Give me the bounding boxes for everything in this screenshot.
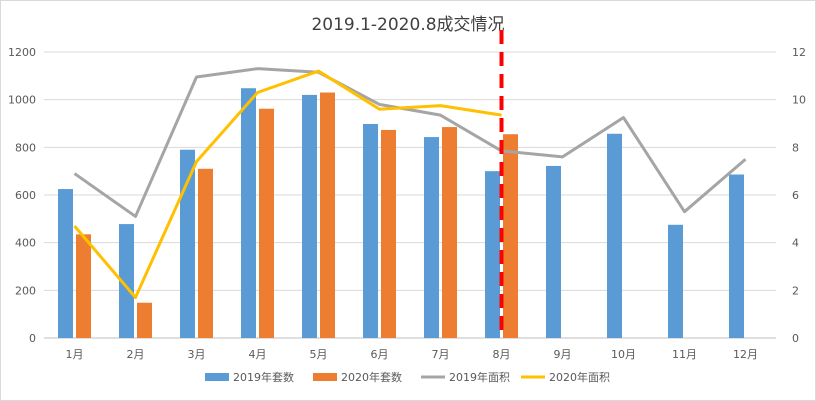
- bar-2019-units: [607, 133, 622, 338]
- bar-2020-units: [442, 127, 457, 338]
- legend-swatch: [313, 373, 337, 381]
- y-left-tick-label: 600: [15, 189, 36, 202]
- legend-label: 2020年面积: [549, 370, 610, 384]
- bar-2019-units: [180, 149, 195, 338]
- bar-2019-units: [424, 137, 439, 338]
- bar-2020-units: [259, 108, 274, 339]
- bar-2020-units: [76, 234, 91, 338]
- y-right-tick-label: 2: [792, 284, 799, 297]
- bar-2019-units: [119, 224, 134, 338]
- y-right-tick-label: 4: [792, 237, 799, 250]
- x-tick-label: 5月: [310, 348, 328, 361]
- y-left-tick-label: 400: [15, 237, 36, 250]
- y-right-tick-label: 6: [792, 189, 799, 202]
- y-left-tick-label: 200: [15, 284, 36, 297]
- bar-2019-units: [668, 224, 683, 338]
- x-tick-label: 11月: [672, 348, 697, 361]
- legend-label: 2019年套数: [233, 370, 294, 384]
- x-tick-label: 6月: [371, 348, 389, 361]
- bar-2020-units: [381, 129, 396, 338]
- y-right-tick-label: 10: [792, 94, 806, 107]
- x-tick-label: 7月: [432, 348, 450, 361]
- bar-2019-units: [241, 88, 256, 338]
- x-tick-label: 2月: [127, 348, 145, 361]
- bar-2019-units: [729, 174, 744, 338]
- bar-2020-units: [137, 302, 152, 338]
- x-tick-label: 12月: [733, 348, 758, 361]
- y-left-tick-label: 0: [29, 332, 36, 345]
- y-left-tick-label: 800: [15, 141, 36, 154]
- bar-2019-units: [485, 171, 500, 338]
- bar-2020-units: [503, 134, 518, 338]
- x-tick-label: 10月: [611, 348, 636, 361]
- bar-2020-units: [320, 92, 335, 339]
- bar-2019-units: [546, 165, 561, 338]
- y-right-tick-label: 12: [792, 46, 806, 59]
- line-2019-area: [73, 67, 747, 218]
- y-right-tick-label: 0: [792, 332, 799, 345]
- bar-2019-units: [58, 189, 73, 338]
- bar-2019-units: [363, 123, 378, 338]
- bar-2019-units: [302, 94, 317, 339]
- x-tick-label: 4月: [249, 348, 267, 361]
- bar-2020-units: [198, 168, 213, 338]
- x-tick-label: 9月: [554, 348, 572, 361]
- line-2020-area: [73, 69, 502, 299]
- chart-title: 2019.1-2020.8成交情况: [311, 15, 505, 35]
- y-right-tick-label: 8: [792, 141, 799, 154]
- x-tick-label: 8月: [493, 348, 511, 361]
- legend-label: 2019年面积: [449, 370, 510, 384]
- x-tick-label: 1月: [66, 348, 84, 361]
- x-tick-label: 3月: [188, 348, 206, 361]
- legend-swatch: [205, 373, 229, 381]
- legend-label: 2020年套数: [341, 370, 402, 384]
- y-left-tick-label: 1200: [8, 46, 36, 59]
- y-left-tick-label: 1000: [8, 94, 36, 107]
